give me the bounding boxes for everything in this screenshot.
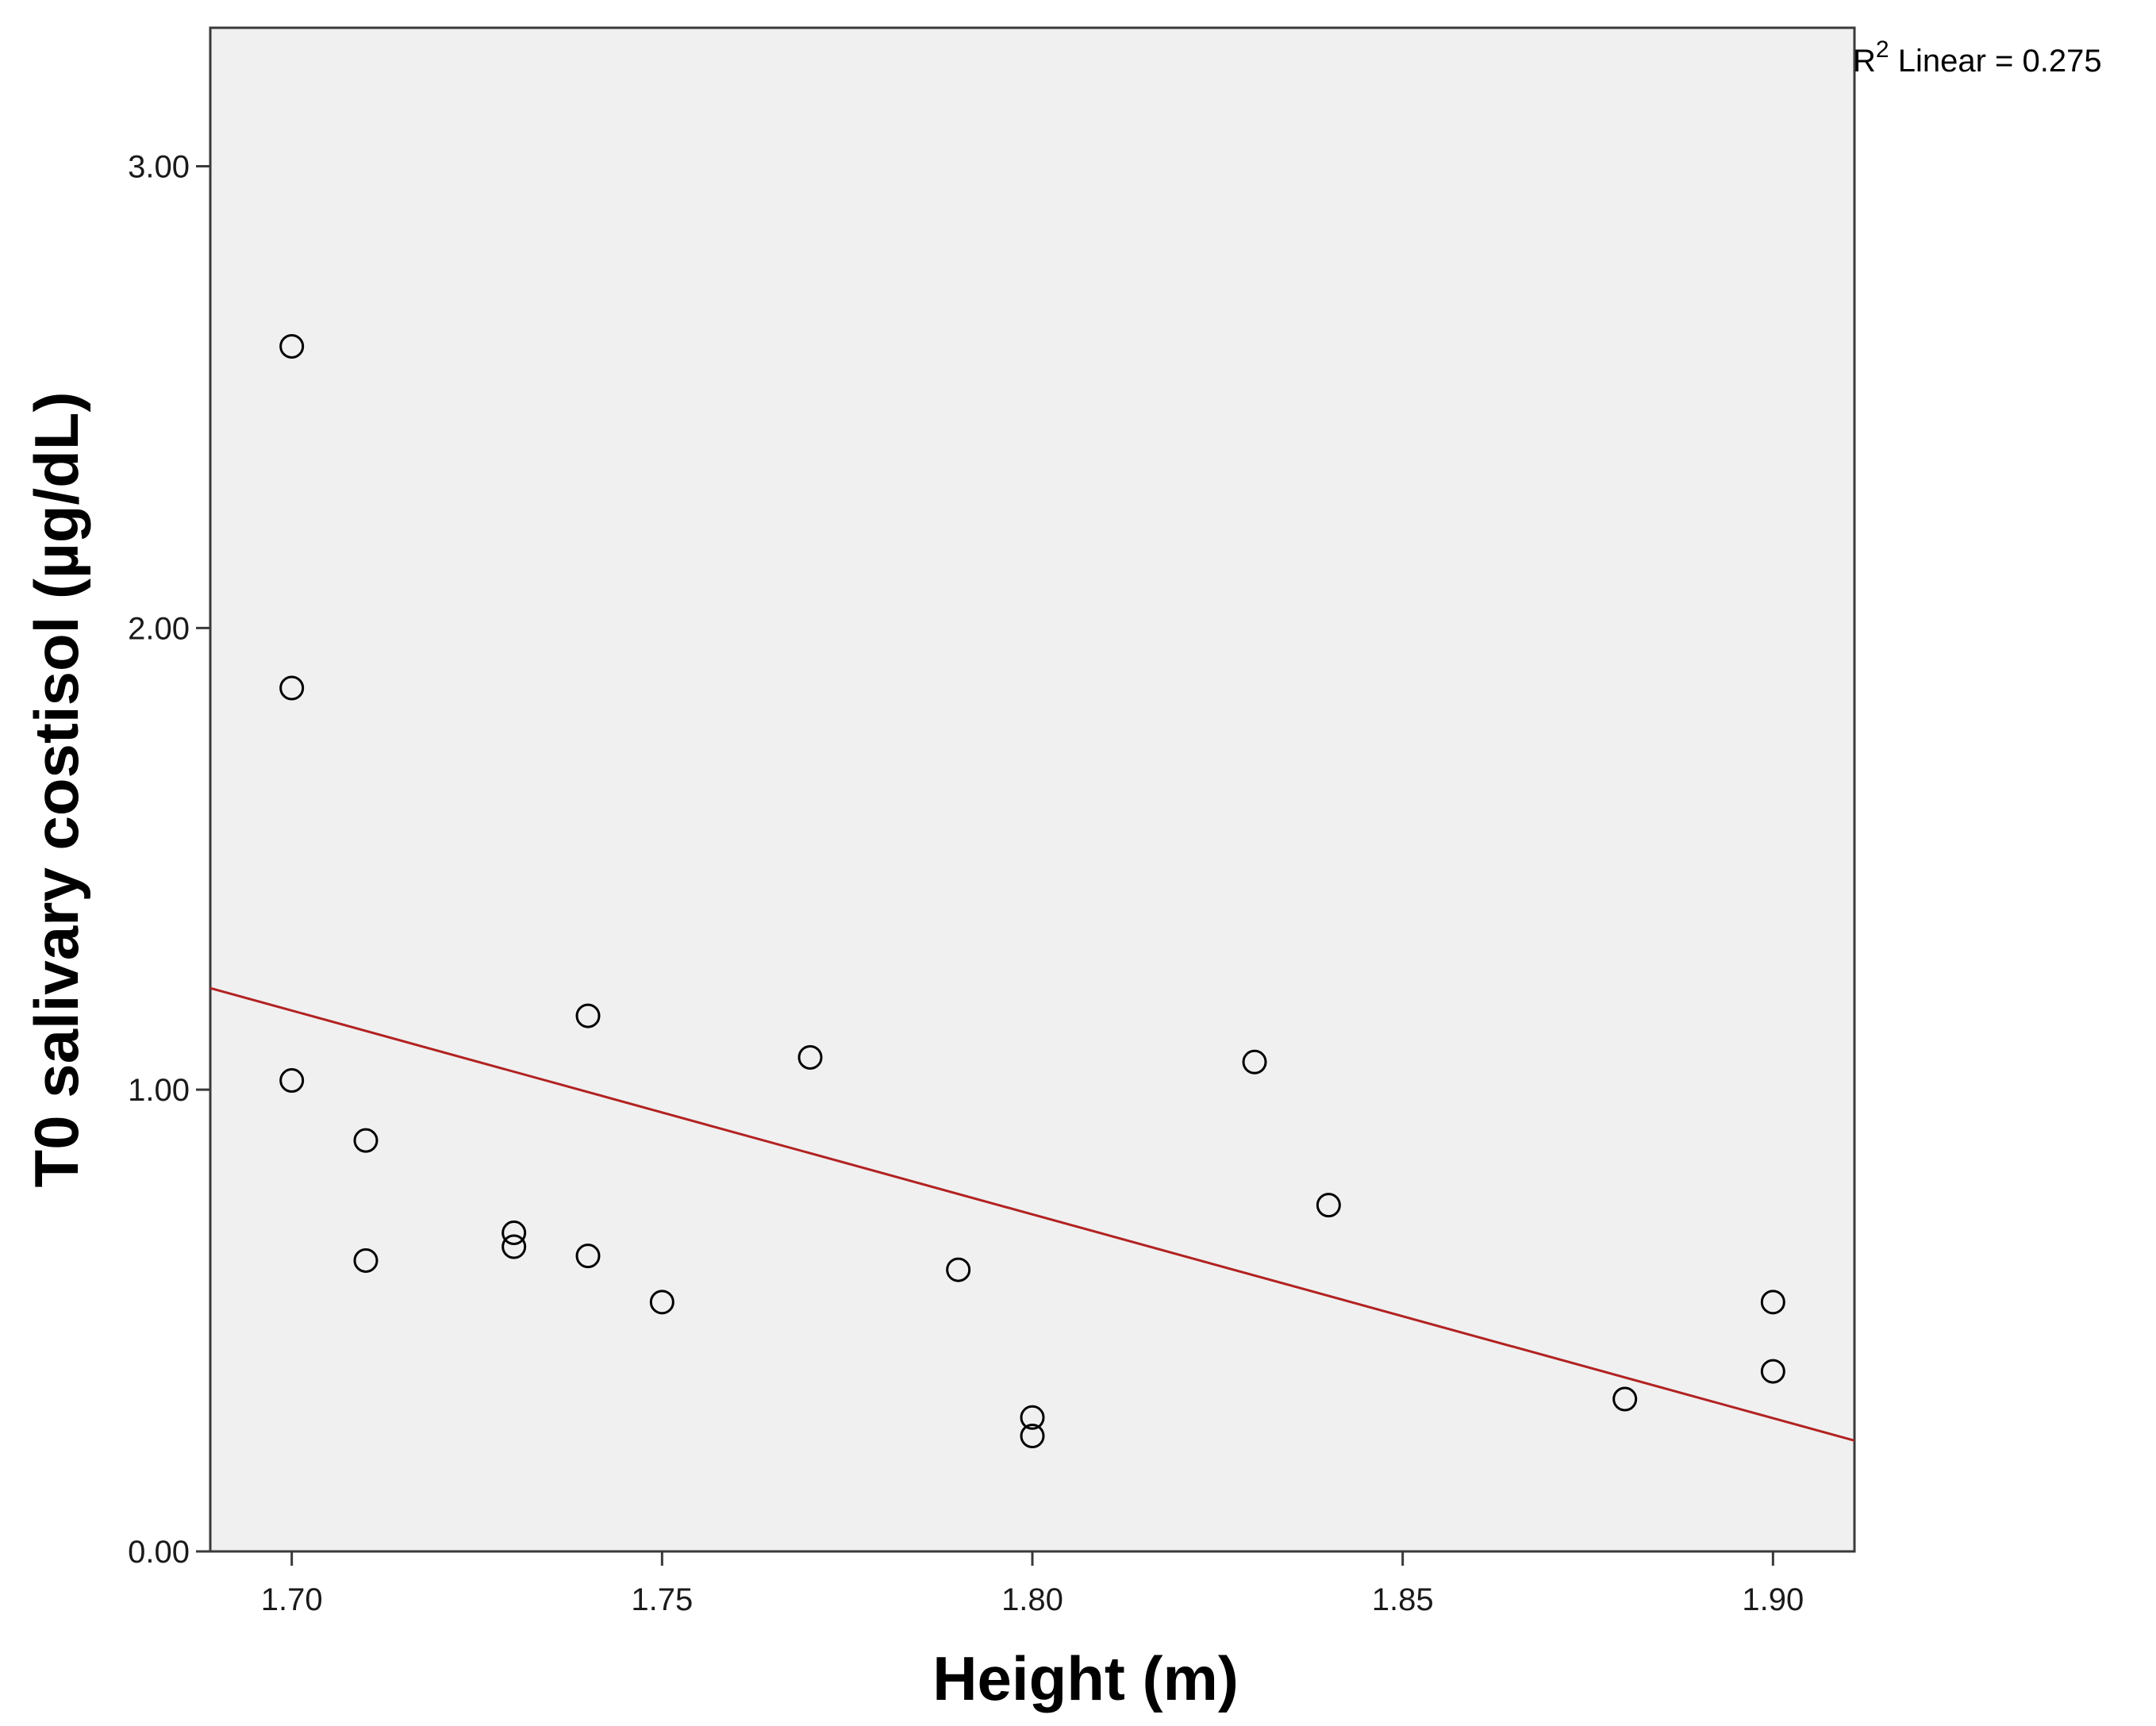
data-point [1612,1386,1638,1412]
y-tick-label: 1.00 [128,1073,190,1108]
x-tick-label: 1.90 [1742,1582,1804,1617]
data-point [1760,1290,1785,1315]
r2-base: R [1853,44,1876,79]
data-point [502,1234,527,1259]
data-point [575,1244,601,1269]
data-point [1020,1424,1045,1449]
r2-value: Linear = 0.275 [1889,44,2102,79]
x-tick-label: 1.85 [1372,1582,1434,1617]
y-tick-label: 0.00 [128,1535,190,1570]
y-axis: 0.00 1.00 2.00 3.00 [128,150,210,1570]
data-point [353,1128,379,1153]
data-point [649,1290,674,1315]
r2-annotation: R2 Linear = 0.275 [1853,37,2102,79]
data-point [1316,1193,1341,1218]
y-axis-title: T0 salivary costisol (µg/dL) [21,392,91,1188]
data-point [279,1068,305,1094]
y-tick-label: 2.00 [128,611,190,646]
regression-line-group [209,986,1855,1442]
data-points [279,333,1785,1449]
x-axis: 1.70 1.75 1.80 1.85 1.90 [261,1551,1804,1617]
x-tick-label: 1.80 [1001,1582,1063,1617]
y-tick-label: 3.00 [128,150,190,185]
regression-line [209,986,1855,1442]
data-point [1020,1405,1045,1430]
x-axis-title: Height (m) [932,1643,1239,1713]
data-point [946,1257,971,1282]
x-tick-label: 1.75 [631,1582,693,1617]
data-point [1760,1359,1785,1384]
x-tick-label: 1.70 [261,1582,323,1617]
data-point [1242,1049,1267,1074]
r2-superscript: 2 [1876,37,1889,63]
plot-area [209,26,1856,1553]
data-point [502,1221,527,1246]
data-point [575,1003,601,1028]
data-point [797,1044,823,1070]
data-point [279,675,305,701]
data-point [353,1247,379,1273]
data-point [279,333,305,359]
